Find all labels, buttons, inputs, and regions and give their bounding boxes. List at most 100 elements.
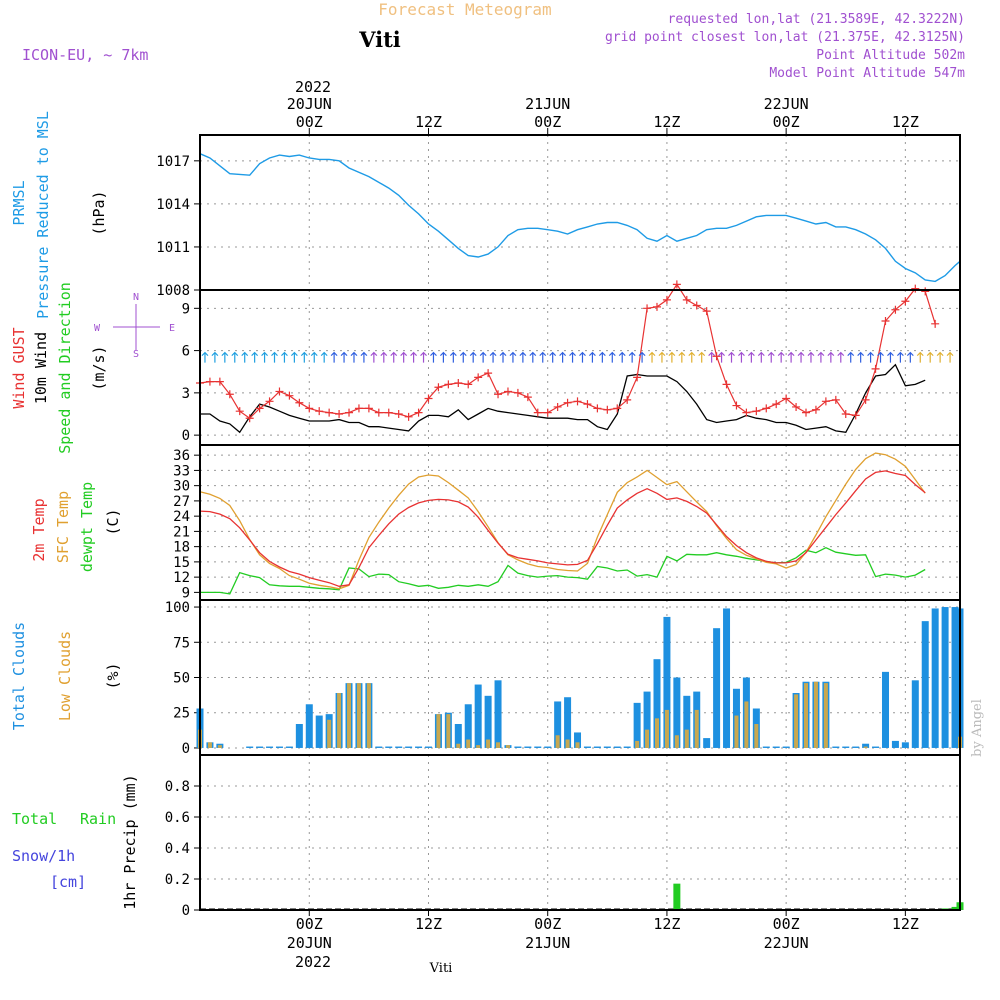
total-cloud-bar (564, 697, 572, 748)
model-label: ICON-EU, ~ 7km (22, 46, 148, 64)
temp-2m-label: 2m Temp (30, 498, 48, 561)
wind-direction-arrow (479, 351, 487, 363)
wind-gust-marker (345, 408, 354, 417)
low-cloud-bar (654, 718, 659, 748)
low-cloud-bar (356, 683, 361, 748)
wind-gust-marker (722, 380, 731, 389)
wind-direction-arrow (420, 351, 427, 363)
wind-panel-labels: Wind GUST 10m Wind Speed and Direction (… (10, 282, 175, 454)
wind-direction-arrow (380, 351, 388, 363)
total-cloud-bar (574, 732, 582, 748)
bottom-time-label: 12Z (892, 915, 919, 933)
y-tick-label: 21 (173, 524, 190, 540)
total-cloud-bar (295, 724, 303, 748)
wind-frame (199, 289, 961, 446)
low-cloud-bar (674, 735, 679, 748)
total-clouds-label: Total Clouds (10, 622, 28, 730)
wind-gust-marker (325, 408, 334, 417)
wind-gust-marker (841, 410, 850, 418)
cloud-unit: (%) (104, 662, 122, 689)
wind-gust-marker (782, 394, 791, 403)
wind-gust-marker (613, 404, 622, 413)
wind-direction-arrow (320, 351, 328, 363)
wind-gust-marker (792, 402, 801, 411)
wind-direction-arrow (310, 351, 318, 363)
y-tick-label: 0.6 (165, 810, 190, 826)
bottom-date-label: 21JUN (525, 934, 570, 952)
wind-direction-arrow (728, 351, 735, 363)
wind-gust-marker (891, 305, 900, 314)
wind-gust-marker (732, 401, 741, 410)
wind-gust-marker (315, 407, 324, 416)
wind-gust-marker (811, 405, 820, 414)
wind-gust-marker (762, 404, 771, 413)
low-cloud-bar (804, 683, 809, 748)
low-cloud-bar (505, 745, 510, 748)
top-time-label: 12Z (415, 113, 442, 131)
wind-gust-marker (553, 402, 562, 411)
total-cloud-bar (703, 738, 711, 748)
total-cloud-bar (852, 746, 860, 748)
total-cloud-bar (315, 715, 323, 748)
bottom-time-label: 00Z (296, 915, 323, 933)
wind-direction-label: Speed and Direction (56, 282, 74, 454)
low-cloud-bar (645, 729, 650, 748)
wind-direction-arrow (569, 351, 576, 363)
total-cloud-bar (623, 746, 631, 748)
wind-gust-marker (821, 397, 830, 406)
wind-gust-marker (424, 394, 433, 403)
wind-gust-marker (672, 280, 681, 289)
credit-text: by Angel (970, 699, 985, 757)
total-cloud-bar (554, 701, 562, 748)
low-cloud-bar (635, 740, 640, 748)
top-date-label: 22JUN (764, 95, 809, 113)
wind-direction-arrow (559, 351, 567, 363)
compass-s: S (133, 349, 139, 360)
wind-direction-arrow (688, 351, 696, 363)
wind-direction-arrow (251, 351, 259, 363)
wind-direction-arrow (271, 351, 278, 363)
wind-direction-arrow (281, 351, 288, 363)
wind-gust-marker (305, 404, 314, 413)
wind-direction-arrow (887, 351, 894, 363)
total-cloud-bar (832, 746, 840, 748)
wind-gust-marker (335, 410, 344, 418)
wind-direction-arrow (857, 351, 865, 363)
total-cloud-bar (633, 702, 641, 748)
low-cloud-bar (476, 745, 481, 748)
wind-direction-arrow (221, 351, 229, 363)
wind-direction-arrow (330, 351, 338, 363)
top-time-label: 00Z (296, 113, 323, 131)
wind-gust-marker (513, 388, 522, 397)
low-cloud-bar (436, 714, 441, 748)
top-time-label: 12Z (892, 113, 919, 131)
pressure-unit: (hPa) (90, 190, 108, 235)
wind-direction-arrow (390, 351, 398, 363)
wind-direction-arrow (628, 351, 636, 363)
y-tick-label: 1017 (156, 154, 190, 170)
wind-gust-marker (911, 284, 920, 293)
wind-gust-line (199, 283, 936, 419)
wind-gust-marker (643, 304, 652, 313)
wind-gust-marker (523, 393, 532, 402)
wind-direction-arrow (698, 351, 706, 363)
wind-direction-arrow (579, 351, 586, 363)
low-cloud-bar (744, 701, 749, 748)
total-cloud-bar (593, 746, 601, 748)
compass-w: W (94, 323, 101, 334)
wind-gust-marker (652, 302, 661, 311)
wind-gust-marker (543, 408, 552, 417)
wind-gust-marker (474, 373, 483, 382)
wind-gust-marker (623, 395, 632, 404)
wind-direction-arrow (658, 351, 666, 363)
total-cloud-bar (395, 746, 403, 748)
total-cloud-bar (762, 746, 770, 748)
clouds-panel: 0 25 50 75 100 (165, 600, 964, 757)
low-cloud-bar (496, 742, 501, 748)
low-cloud-bar (207, 742, 212, 748)
wind-gust-marker (255, 404, 264, 413)
total-cloud-bar (514, 746, 522, 748)
wind-direction-arrow (549, 351, 557, 363)
